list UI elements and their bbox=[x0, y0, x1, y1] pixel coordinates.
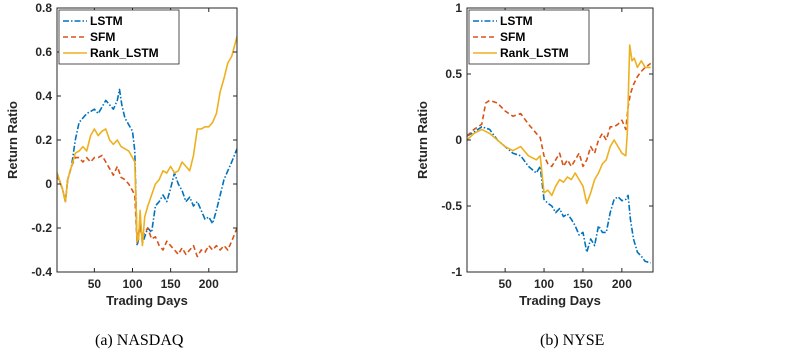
legend-label: LSTM bbox=[500, 14, 533, 28]
legend: LSTM SFM Rank_LSTM bbox=[58, 9, 180, 65]
series-line-lstm bbox=[57, 88, 237, 247]
y-tick-label: 0 bbox=[455, 133, 462, 147]
y-axis-title: Return Ratio bbox=[415, 101, 430, 179]
y-tick-label: 0.5 bbox=[445, 67, 462, 81]
x-tick-label: 100 bbox=[122, 277, 142, 291]
legend-label: SFM bbox=[90, 30, 115, 44]
legend: LSTM SFM Rank_LSTM bbox=[468, 9, 590, 65]
x-axis-title: Trading Days bbox=[519, 293, 601, 308]
x-tick-label: 150 bbox=[161, 277, 181, 291]
y-tick-label: -1 bbox=[451, 265, 462, 279]
legend-label: Rank_LSTM bbox=[500, 46, 569, 60]
y-tick-label: -0.2 bbox=[31, 221, 52, 235]
chart-panel-2: 50 100 150 200 -1 -0.5 0 0.5 1 Trading Days Return… bbox=[415, 1, 654, 349]
series-line-sfm bbox=[467, 62, 652, 168]
x-tick-label: 100 bbox=[534, 277, 554, 291]
x-tick-label: 200 bbox=[199, 277, 219, 291]
x-axis-title: Trading Days bbox=[106, 293, 188, 308]
series-line-rank-lstm bbox=[57, 36, 237, 247]
chart-caption: (b) NYSE bbox=[540, 332, 604, 349]
legend-label: LSTM bbox=[90, 14, 123, 28]
y-tick-label: 0.4 bbox=[35, 89, 52, 103]
x-tick-label: 150 bbox=[573, 277, 593, 291]
x-tick-label: 200 bbox=[612, 277, 632, 291]
legend-label: SFM bbox=[500, 30, 525, 44]
chart-caption: (a) NASDAQ bbox=[95, 332, 184, 349]
chart-panel-1: 50 100 150 200 -0.4 -0.2 0 0.2 0.4 0.6 0.8 Trading … bbox=[5, 1, 238, 349]
series-line-rank-lstm bbox=[467, 44, 651, 205]
x-tick-label: 50 bbox=[498, 277, 512, 291]
y-tick-label: 1 bbox=[455, 1, 462, 15]
y-tick-label: 0.8 bbox=[35, 1, 52, 15]
y-tick-label: 0.2 bbox=[35, 133, 52, 147]
legend-label: Rank_LSTM bbox=[90, 46, 159, 60]
y-tick-label: 0.6 bbox=[35, 45, 52, 59]
y-tick-label: 0 bbox=[45, 177, 52, 191]
x-tick-label: 50 bbox=[88, 277, 102, 291]
y-axis-title: Return Ratio bbox=[5, 101, 20, 179]
y-tick-label: -0.5 bbox=[441, 199, 462, 213]
y-tick-label: -0.4 bbox=[31, 265, 52, 279]
series-line-lstm bbox=[467, 126, 651, 264]
